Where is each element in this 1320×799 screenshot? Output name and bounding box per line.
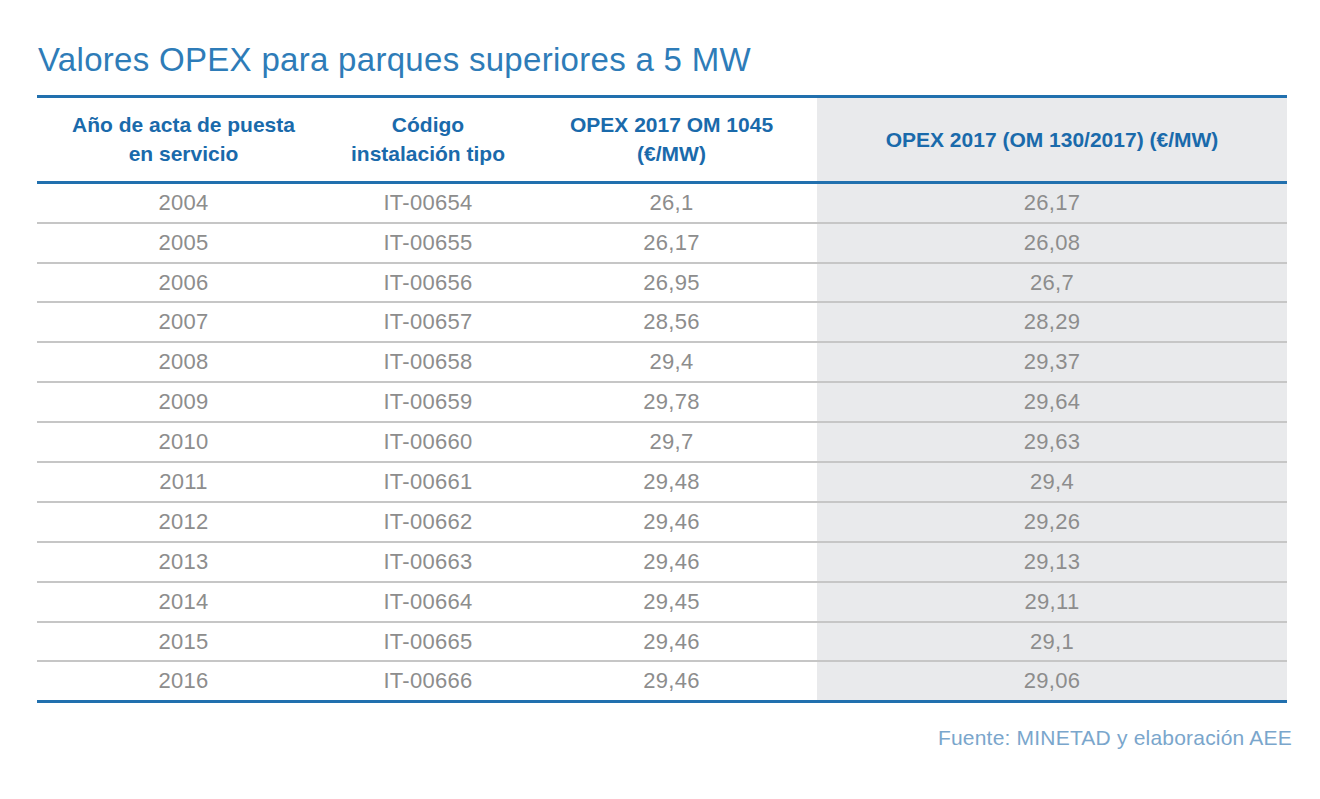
cell-opex-om1045: 29,46 [526, 622, 817, 662]
header-installation-code: Código instalación tipo [330, 97, 526, 183]
table-row: 2015 IT-00665 29,46 29,1 [37, 622, 1287, 662]
cell-opex-om130: 29,13 [817, 542, 1287, 582]
cell-opex-om130: 29,26 [817, 502, 1287, 542]
cell-opex-om130: 29,11 [817, 582, 1287, 622]
cell-year: 2006 [37, 263, 330, 303]
header-row: Año de acta de puesta en servicio Código… [37, 97, 1287, 183]
table-body: 2004 IT-00654 26,1 26,17 2005 IT-00655 2… [37, 183, 1287, 702]
opex-table: Año de acta de puesta en servicio Código… [37, 95, 1287, 703]
cell-installation-code: IT-00666 [330, 661, 526, 701]
cell-year: 2009 [37, 382, 330, 422]
header-opex-om130: OPEX 2017 (OM 130/2017) (€/MW) [817, 97, 1287, 183]
table-header: Año de acta de puesta en servicio Código… [37, 97, 1287, 183]
cell-installation-code: IT-00658 [330, 342, 526, 382]
cell-opex-om1045: 29,48 [526, 462, 817, 502]
cell-opex-om130: 29,63 [817, 422, 1287, 462]
cell-year: 2013 [37, 542, 330, 582]
cell-opex-om130: 29,06 [817, 661, 1287, 701]
cell-installation-code: IT-00659 [330, 382, 526, 422]
cell-opex-om1045: 26,95 [526, 263, 817, 303]
table-row: 2009 IT-00659 29,78 29,64 [37, 382, 1287, 422]
table-row: 2008 IT-00658 29,4 29,37 [37, 342, 1287, 382]
cell-opex-om1045: 26,17 [526, 223, 817, 263]
table-row: 2016 IT-00666 29,46 29,06 [37, 661, 1287, 701]
source-note: Fuente: MINETAD y elaboración AEE [37, 726, 1292, 750]
cell-opex-om1045: 28,56 [526, 302, 817, 342]
cell-year: 2015 [37, 622, 330, 662]
cell-installation-code: IT-00664 [330, 582, 526, 622]
cell-opex-om130: 26,7 [817, 263, 1287, 303]
cell-opex-om130: 28,29 [817, 302, 1287, 342]
cell-year: 2014 [37, 582, 330, 622]
cell-installation-code: IT-00660 [330, 422, 526, 462]
table-row: 2004 IT-00654 26,1 26,17 [37, 183, 1287, 223]
cell-year: 2012 [37, 502, 330, 542]
table-row: 2014 IT-00664 29,45 29,11 [37, 582, 1287, 622]
cell-year: 2011 [37, 462, 330, 502]
cell-opex-om130: 29,64 [817, 382, 1287, 422]
table-row: 2006 IT-00656 26,95 26,7 [37, 263, 1287, 303]
table-row: 2005 IT-00655 26,17 26,08 [37, 223, 1287, 263]
cell-opex-om1045: 29,46 [526, 661, 817, 701]
cell-opex-om130: 26,17 [817, 183, 1287, 223]
page: Valores OPEX para parques superiores a 5… [0, 0, 1320, 750]
cell-installation-code: IT-00655 [330, 223, 526, 263]
table-row: 2010 IT-00660 29,7 29,63 [37, 422, 1287, 462]
cell-installation-code: IT-00662 [330, 502, 526, 542]
cell-opex-om1045: 29,46 [526, 502, 817, 542]
cell-year: 2005 [37, 223, 330, 263]
table-row: 2012 IT-00662 29,46 29,26 [37, 502, 1287, 542]
table-row: 2007 IT-00657 28,56 28,29 [37, 302, 1287, 342]
cell-installation-code: IT-00665 [330, 622, 526, 662]
cell-opex-om1045: 29,45 [526, 582, 817, 622]
cell-installation-code: IT-00656 [330, 263, 526, 303]
cell-opex-om130: 29,1 [817, 622, 1287, 662]
cell-year: 2004 [37, 183, 330, 223]
header-year: Año de acta de puesta en servicio [37, 97, 330, 183]
cell-installation-code: IT-00657 [330, 302, 526, 342]
cell-installation-code: IT-00654 [330, 183, 526, 223]
table-row: 2011 IT-00661 29,48 29,4 [37, 462, 1287, 502]
cell-opex-om1045: 29,46 [526, 542, 817, 582]
cell-opex-om130: 26,08 [817, 223, 1287, 263]
cell-opex-om1045: 29,4 [526, 342, 817, 382]
cell-opex-om130: 29,4 [817, 462, 1287, 502]
cell-year: 2016 [37, 661, 330, 701]
table-row: 2013 IT-00663 29,46 29,13 [37, 542, 1287, 582]
page-title: Valores OPEX para parques superiores a 5… [38, 42, 1287, 78]
cell-opex-om1045: 26,1 [526, 183, 817, 223]
cell-installation-code: IT-00663 [330, 542, 526, 582]
cell-opex-om1045: 29,78 [526, 382, 817, 422]
cell-year: 2007 [37, 302, 330, 342]
cell-installation-code: IT-00661 [330, 462, 526, 502]
cell-opex-om130: 29,37 [817, 342, 1287, 382]
cell-year: 2008 [37, 342, 330, 382]
cell-year: 2010 [37, 422, 330, 462]
cell-opex-om1045: 29,7 [526, 422, 817, 462]
header-opex-om1045: OPEX 2017 OM 1045 (€/MW) [526, 97, 817, 183]
